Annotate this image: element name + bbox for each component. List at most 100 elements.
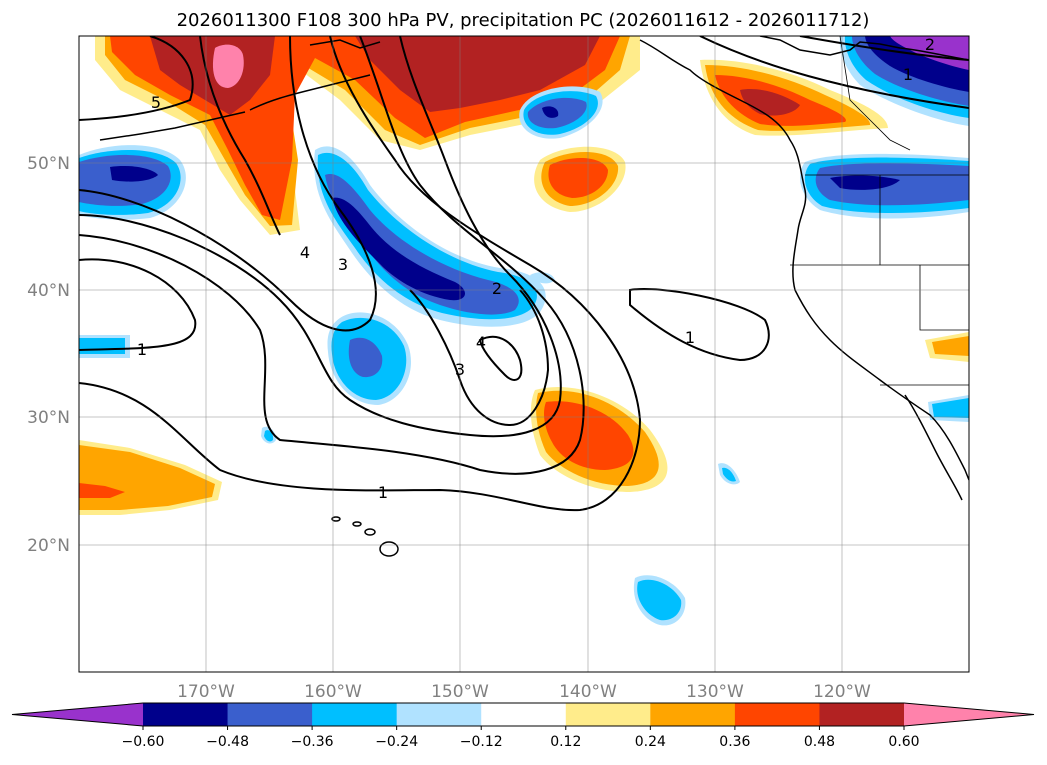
- graticule: [79, 36, 969, 672]
- contour-label: 3: [455, 360, 465, 379]
- colorbar-tick-label: 0.60: [888, 734, 919, 750]
- colorbar-segment: [734, 703, 820, 726]
- colorbar-tick-label: 0.12: [550, 734, 581, 750]
- map-area: 1 1 1 2 3 4 3 4 1 2 5: [79, 35, 969, 672]
- colorbar-segment: [481, 703, 567, 726]
- precip-pc-positive-south: [530, 386, 668, 492]
- contour-label: 1: [378, 483, 388, 502]
- contour-label: 3: [338, 255, 348, 274]
- contour-label: 4: [300, 243, 310, 262]
- precip-pc-negative-small: [79, 272, 969, 626]
- colorbar-segment: [819, 703, 905, 726]
- neg-light-shade: [264, 430, 274, 442]
- lon-label: 140°W: [559, 682, 617, 702]
- colorbar-segment: [143, 703, 229, 726]
- hawaiian-islands: [331, 516, 399, 557]
- contour-label: 1: [685, 328, 695, 347]
- map-frame: [78, 35, 970, 673]
- contour-label: 2: [492, 279, 502, 298]
- neg-strong-shade: [332, 197, 466, 301]
- lon-label: 150°W: [431, 682, 489, 702]
- contour-label: 1: [903, 65, 913, 84]
- pv-contour-4b: [478, 335, 523, 381]
- pv-contour-1b: [79, 258, 197, 351]
- precip-pc-positive-baja: [925, 332, 969, 362]
- border-alaska-canada: [839, 36, 911, 151]
- contour-label: 5: [151, 93, 161, 112]
- precip-pc-negative-gulf: [519, 86, 603, 139]
- neg-med-shade: [348, 337, 383, 378]
- lon-label: 170°W: [177, 682, 235, 702]
- colorbar-extend-max: [904, 703, 1034, 726]
- neg-strong-shade: [542, 106, 559, 118]
- pos-med-shade: [79, 483, 125, 498]
- pv-contour-2-ne: [799, 36, 969, 61]
- border-states: [790, 175, 969, 331]
- pv-contour-1: [79, 36, 642, 512]
- neg-med-shade: [325, 174, 519, 315]
- pv-contour-3: [79, 36, 562, 438]
- lat-label: 40°N: [27, 281, 70, 301]
- contour-label: 4: [476, 333, 486, 352]
- colorbar-segment: [565, 703, 651, 726]
- map-title: 2026011300 F108 300 hPa PV, precipitatio…: [177, 10, 870, 31]
- longitude-labels: 170°W 160°W 150°W 140°W 130°W 120°W: [177, 682, 871, 702]
- colorbar-segment: [650, 703, 736, 726]
- neg-light-shade: [637, 579, 682, 621]
- pos-strong-shade: [740, 89, 800, 116]
- lon-label: 130°W: [686, 682, 744, 702]
- precip-pc-negative-center: [327, 312, 412, 405]
- precip-pc-negative-main: [314, 146, 546, 327]
- pv-contour-4c: [199, 36, 281, 236]
- precip-pc-positive-bc: [700, 59, 888, 136]
- colorbar-tick-label: −0.60: [122, 734, 165, 750]
- neg-light-shade: [317, 152, 537, 320]
- pos-strong-shade-east: [355, 36, 600, 112]
- colorbar-tick-label: −0.24: [375, 734, 418, 750]
- coastline-west: [639, 39, 969, 481]
- colorbar-segment: [312, 703, 398, 726]
- lat-label: 20°N: [27, 536, 70, 556]
- neg-strong-shade: [830, 175, 900, 190]
- colorbar-tick-label: 0.36: [719, 734, 750, 750]
- precip-pc-positive-southwest: [79, 440, 222, 515]
- colorbar-segment: [396, 703, 482, 726]
- colorbar-extend-min: [12, 703, 143, 726]
- lat-label: 50°N: [27, 154, 70, 174]
- borders: [790, 36, 969, 386]
- pv-contour-1c: [629, 288, 770, 362]
- coastline-alaska: [309, 39, 381, 49]
- colorbar-tick-label: 0.48: [804, 734, 835, 750]
- coastline-baja: [904, 394, 963, 501]
- colorbar-tick-label: −0.48: [206, 734, 249, 750]
- neg-light-shade: [932, 398, 969, 418]
- colorbar-tick-label: −0.36: [291, 734, 334, 750]
- precip-pc-negative-west: [79, 145, 186, 220]
- coastline-canada: [759, 36, 969, 61]
- contour-labels: 1 1 1 2 3 4 3 4 1 2 5: [137, 35, 935, 502]
- neg-light-shade: [722, 467, 736, 482]
- coastline-aleutians: [249, 74, 371, 111]
- precip-pc-negative-coast: [800, 153, 969, 219]
- lat-label: 30°N: [27, 408, 70, 428]
- lon-label: 160°W: [304, 682, 362, 702]
- pos-light-shade: [932, 336, 969, 356]
- colorbar-tick-label: 0.24: [635, 734, 666, 750]
- pos-med-shade: [544, 401, 634, 470]
- pos-med-shade: [548, 158, 608, 198]
- colorbar-tick-label: −0.12: [460, 734, 503, 750]
- neg-strong-shade: [110, 165, 158, 182]
- latitude-labels: 20°N 30°N 40°N 50°N: [27, 154, 70, 556]
- colorbar-segment: [227, 703, 313, 726]
- pv-contour-5: [79, 36, 194, 121]
- pv-contour-1-ne: [699, 36, 969, 109]
- pv-contour-3b: [409, 289, 550, 427]
- pos-max-shade: [212, 44, 244, 88]
- pv-contour-2: [79, 36, 585, 475]
- neg-light-shade: [79, 338, 125, 354]
- lon-label: 120°W: [813, 682, 871, 702]
- contour-label: 2: [925, 35, 935, 54]
- coastlines: [99, 36, 969, 501]
- neg-faint-shade: [530, 272, 555, 284]
- pv-contour-4: [79, 36, 377, 332]
